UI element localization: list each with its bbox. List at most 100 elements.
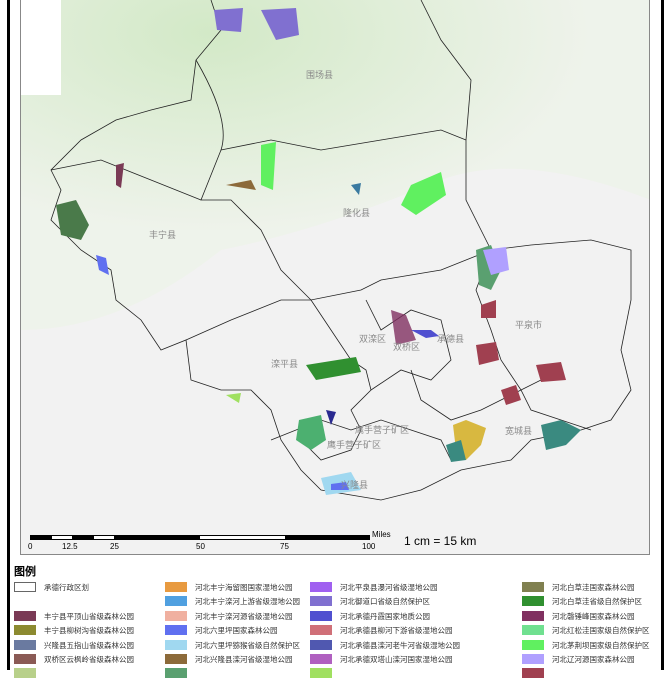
place-label: 鹰手营子矿区	[327, 441, 382, 451]
scale-tick: 25	[110, 542, 119, 551]
legend-label: 双桥区云枫岭省级森林公园	[44, 654, 134, 664]
legend-label: 河北六里坪猕猴省级自然保护区	[195, 640, 300, 650]
legend-swatch	[522, 611, 544, 621]
legend-swatch	[522, 625, 544, 635]
legend-item: 河北红松洼国家级自然保护区	[522, 624, 650, 636]
frame-border	[7, 0, 10, 670]
place-label: 宽城县	[505, 427, 533, 437]
map-view[interactable]: 围场县 隆化县 丰宁县 滦平县 双滦区 双桥区 承德县 平泉市 宽城县 鹰手营子…	[20, 0, 650, 555]
legend-swatch	[310, 582, 332, 592]
legend-item: 河北丰宁滦河上游省级湿地公园	[165, 595, 300, 607]
legend-label: 河北兴隆县滦河省级湿地公园	[195, 654, 293, 664]
legend-swatch	[14, 582, 36, 592]
legend-label: 丰宁县平顶山省级森林公园	[44, 611, 134, 621]
legend-swatch	[522, 640, 544, 650]
legend-swatch	[310, 640, 332, 650]
legend-item: 河北平泉县瀑河省级湿地公园	[310, 581, 438, 593]
legend-swatch	[14, 625, 36, 635]
scale-tick: 12.5	[62, 542, 78, 551]
legend-item: 河北白草洼省级自然保护区	[522, 595, 642, 607]
legend-label: 河北红松洼国家级自然保护区	[552, 625, 650, 635]
legend-label: 河北承德县柳河下游省级湿地公园	[340, 625, 453, 635]
legend-item: 河北承德双塔山滦河国家湿地公园	[310, 653, 453, 665]
scale-tick: 50	[196, 542, 205, 551]
legend-label: 河北辽河源国家森林公园	[552, 654, 635, 664]
legend-label: 河北六里坪国家森林公园	[195, 625, 278, 635]
legend-swatch	[522, 582, 544, 592]
legend-label: 河北白草洼省级自然保护区	[552, 596, 642, 606]
legend-swatch	[165, 611, 187, 621]
legend-item: 河北白草洼国家森林公园	[522, 581, 635, 593]
place-label: 双滦区	[359, 335, 387, 345]
frame-border	[661, 0, 664, 670]
legend-swatch	[14, 654, 36, 664]
legend-item: 河北丰宁滦河源省级湿地公园	[165, 610, 293, 622]
legend-item	[522, 667, 552, 679]
legend-item: 河北兴隆县滦河省级湿地公园	[165, 653, 293, 665]
legend-item	[14, 667, 44, 679]
place-label: 丰宁县	[149, 231, 177, 241]
legend-label: 丰宁县柳树沟省级森林公园	[44, 625, 134, 635]
place-label: 双桥区	[393, 343, 421, 353]
legend-item: 丰宁县平顶山省级森林公园	[14, 610, 134, 622]
legend-item: 兴隆县五指山省级森林公园	[14, 639, 134, 651]
scale-bar	[30, 535, 370, 540]
legend-item: 河北承德丹霞国家地质公园	[310, 610, 430, 622]
place-label: 滦平县	[271, 360, 299, 370]
legend-item	[310, 667, 340, 679]
legend-swatch	[165, 640, 187, 650]
legend-item	[165, 667, 195, 679]
scale-unit: Miles	[372, 530, 391, 539]
legend-label: 河北茅荆坝国家级自然保护区	[552, 640, 650, 650]
scale-tick: 0	[28, 542, 33, 551]
place-label: 围场县	[306, 71, 334, 81]
place-label: 兴隆县	[341, 481, 369, 491]
legend-label: 河北白草洼国家森林公园	[552, 582, 635, 592]
legend-label: 河北御道口省级自然保护区	[340, 596, 430, 606]
legend-swatch	[14, 640, 36, 650]
place-label: 承德县	[437, 335, 465, 345]
scale-tick: 100	[362, 542, 376, 551]
legend-item: 河北磬锤峰国家森林公园	[522, 610, 635, 622]
legend-label: 承德行政区划	[44, 582, 89, 592]
legend-swatch	[165, 582, 187, 592]
legend-item: 双桥区云枫岭省级森林公园	[14, 653, 134, 665]
legend-label: 兴隆县五指山省级森林公园	[44, 640, 134, 650]
scale-tick: 75	[280, 542, 289, 551]
legend-label: 河北承德双塔山滦河国家湿地公园	[340, 654, 453, 664]
legend-item: 河北御道口省级自然保护区	[310, 595, 430, 607]
legend-label: 河北承德丹霞国家地质公园	[340, 611, 430, 621]
legend-swatch	[165, 625, 187, 635]
place-label: 隆化县	[343, 209, 371, 219]
legend-item: 承德行政区划	[14, 581, 89, 593]
legend-item: 河北辽河源国家森林公园	[522, 653, 635, 665]
legend-label: 河北磬锤峰国家森林公园	[552, 611, 635, 621]
legend-label: 河北承德县滦河老牛河省级湿地公园	[340, 640, 460, 650]
legend-label: 河北丰宁海留图国家湿地公园	[195, 582, 293, 592]
legend-label: 河北丰宁滦河源省级湿地公园	[195, 611, 293, 621]
vegetation-shading	[21, 0, 649, 330]
legend-item: 河北承德县滦河老牛河省级湿地公园	[310, 639, 460, 651]
map-canvas	[21, 0, 649, 554]
legend-label: 河北丰宁滦河上游省级湿地公园	[195, 596, 300, 606]
legend-title: 图例	[14, 565, 36, 578]
legend-item: 丰宁县柳树沟省级森林公园	[14, 624, 134, 636]
legend-swatch	[14, 611, 36, 621]
place-label: 平泉市	[515, 321, 543, 331]
legend-swatch	[522, 654, 544, 664]
legend-item: 河北茅荆坝国家级自然保护区	[522, 639, 650, 651]
protected-areas	[56, 8, 581, 495]
legend-swatch	[310, 654, 332, 664]
legend-swatch	[310, 625, 332, 635]
legend-item: 河北六里坪国家森林公园	[165, 624, 278, 636]
legend-swatch	[310, 596, 332, 606]
place-label: 鹰手营子矿区	[355, 426, 410, 436]
legend-swatch	[165, 654, 187, 664]
legend-item: 河北六里坪猕猴省级自然保护区	[165, 639, 300, 651]
legend-swatch	[310, 611, 332, 621]
legend-swatch	[522, 596, 544, 606]
legend-swatch	[165, 596, 187, 606]
legend-label: 河北平泉县瀑河省级湿地公园	[340, 582, 438, 592]
legend-item: 河北丰宁海留图国家湿地公园	[165, 581, 293, 593]
legend-item: 河北承德县柳河下游省级湿地公园	[310, 624, 453, 636]
